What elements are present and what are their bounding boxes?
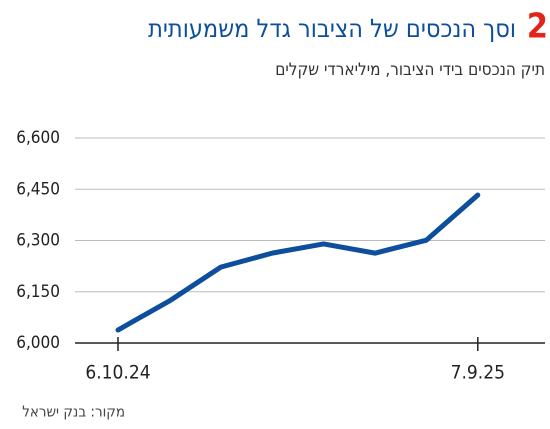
y-tick-label: 6,000	[16, 333, 60, 353]
y-tick-label: 6,450	[16, 179, 60, 199]
y-tick-label: 6,150	[16, 282, 60, 302]
x-tick-label: 6.10.24	[85, 362, 150, 384]
y-tick-label: 6,300	[16, 231, 60, 251]
x-tick-label: 7.9.25	[451, 362, 505, 384]
source: מקור: בנק ישראל	[22, 403, 125, 421]
line	[115, 192, 481, 333]
chart-subtitle: תיק הנכסים בידי הציבור, מיליארדי שקלים	[275, 60, 545, 80]
title-number: 2	[527, 7, 548, 47]
chart-title: וסך הנכסים של הציבור גדל משמעותית	[148, 14, 516, 43]
y-tick-label: 6,600	[16, 128, 60, 148]
